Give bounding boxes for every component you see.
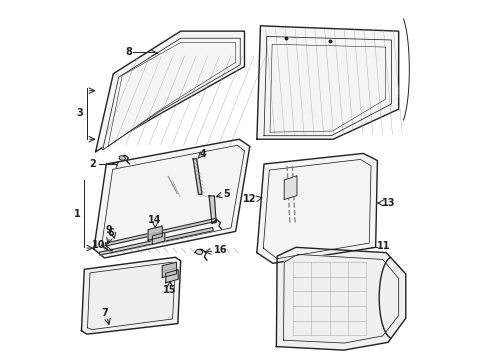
Polygon shape — [102, 245, 112, 251]
Ellipse shape — [119, 156, 125, 160]
Text: 1: 1 — [74, 209, 81, 219]
Text: 2: 2 — [89, 159, 96, 169]
Polygon shape — [276, 247, 405, 350]
Polygon shape — [96, 31, 244, 152]
Polygon shape — [87, 262, 175, 329]
Text: 5: 5 — [223, 189, 230, 199]
Text: 14: 14 — [148, 215, 162, 225]
Polygon shape — [264, 36, 391, 136]
Polygon shape — [148, 226, 162, 240]
Polygon shape — [263, 159, 370, 259]
Polygon shape — [283, 255, 398, 343]
Polygon shape — [162, 262, 176, 278]
Polygon shape — [193, 159, 202, 194]
Polygon shape — [102, 38, 240, 150]
Text: 12: 12 — [243, 194, 256, 204]
Polygon shape — [256, 26, 398, 139]
Polygon shape — [81, 257, 181, 334]
Text: 7: 7 — [101, 308, 108, 318]
Text: 6: 6 — [107, 228, 114, 238]
Text: 13: 13 — [382, 198, 395, 208]
Text: 4: 4 — [199, 149, 205, 159]
Polygon shape — [99, 228, 213, 255]
Text: 15: 15 — [163, 285, 177, 295]
Polygon shape — [94, 139, 249, 258]
Polygon shape — [209, 196, 216, 223]
Ellipse shape — [195, 249, 202, 255]
Polygon shape — [105, 218, 216, 246]
Polygon shape — [152, 233, 164, 244]
Text: 9: 9 — [105, 225, 112, 235]
Text: 11: 11 — [376, 240, 389, 251]
Text: 8: 8 — [125, 47, 132, 57]
Polygon shape — [256, 153, 377, 263]
Polygon shape — [102, 145, 244, 253]
Polygon shape — [165, 270, 178, 283]
Polygon shape — [284, 176, 296, 199]
Text: 16: 16 — [213, 245, 227, 255]
Text: 10: 10 — [92, 239, 105, 249]
Text: 3: 3 — [76, 108, 83, 118]
